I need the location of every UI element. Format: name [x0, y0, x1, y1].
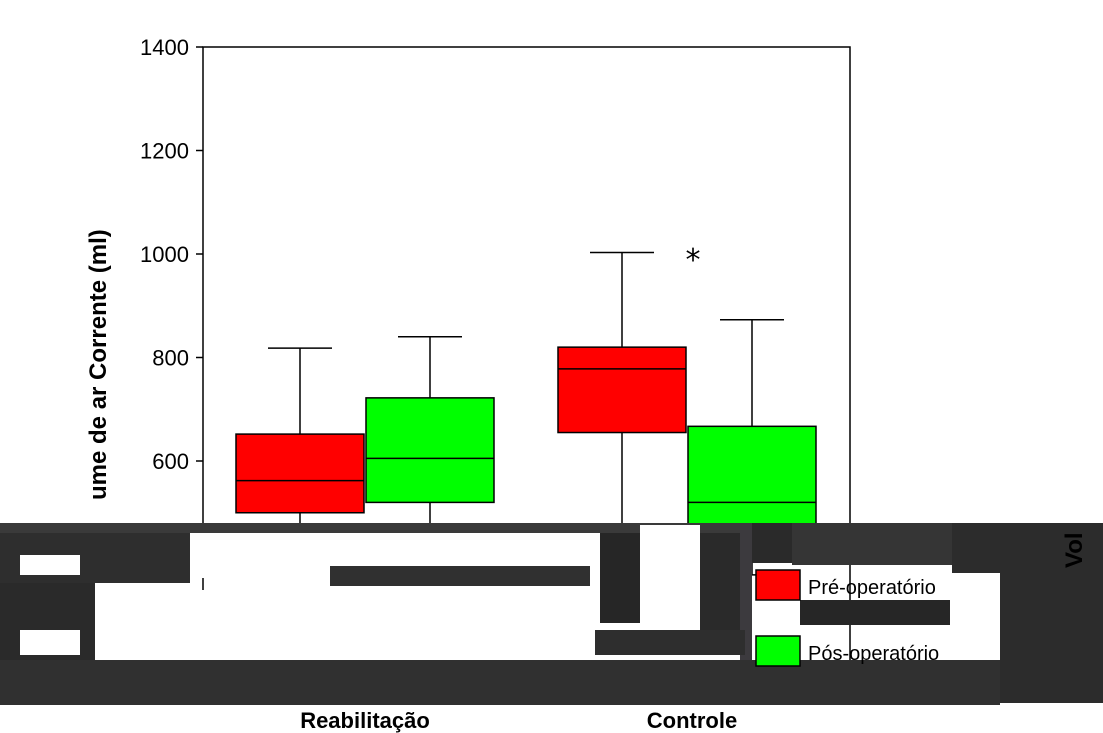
noise-block-16: [800, 600, 950, 625]
noise-block-13: [0, 583, 95, 673]
noise-block-18: [20, 630, 80, 655]
y-axis-label-fragment: Vol: [1061, 532, 1088, 568]
noise-block-4: [330, 566, 590, 586]
noise-block-10: [792, 523, 952, 565]
legend-label-pos: Pós-operatório: [808, 643, 939, 665]
legend: Pré-operatório Pós-operatório: [755, 569, 939, 667]
y-tick-label-600: 600: [152, 449, 189, 474]
y-tick-label-1400: 1400: [140, 35, 189, 60]
noise-block-17: [0, 660, 1000, 705]
box-reabilitacao-pos-body: [365, 397, 495, 504]
noise-block-14: [95, 590, 595, 660]
noise-block-9: [752, 523, 792, 563]
category-label-controle: Controle: [647, 708, 737, 733]
legend-swatch-pre: [755, 569, 801, 601]
significance-asterisk: *: [686, 243, 701, 278]
noise-block-2: [190, 533, 320, 578]
y-axis-label: ume de ar Corrente (ml): [85, 229, 112, 500]
legend-label-pre: Pré-operatório: [808, 577, 936, 599]
noise-block-5: [600, 533, 640, 623]
noise-block-11: [952, 523, 1002, 573]
noise-block-7: [700, 533, 740, 633]
noise-block-15: [595, 630, 745, 655]
noise-block-6: [640, 525, 700, 625]
noise-block-0: [0, 523, 1103, 533]
box-controle-pre-body: [557, 346, 687, 434]
boxes: [235, 251, 817, 576]
y-tick-label-1000: 1000: [140, 242, 189, 267]
noise-block-19: [20, 555, 80, 575]
box-reabilitacao-pre-body: [235, 433, 365, 514]
y-tick-label-800: 800: [152, 346, 189, 371]
noise-block-12: [1000, 523, 1103, 703]
y-tick-label-1200: 1200: [140, 139, 189, 164]
y-axis: 200400600800100012001400: [140, 35, 203, 681]
legend-swatch-pos: [755, 635, 801, 667]
noise-block-3: [320, 533, 600, 568]
corrupted-band: [0, 523, 1103, 705]
box-controle-pos-body: [687, 425, 817, 535]
category-label-reabilitacao: Reabilitação: [300, 708, 430, 733]
